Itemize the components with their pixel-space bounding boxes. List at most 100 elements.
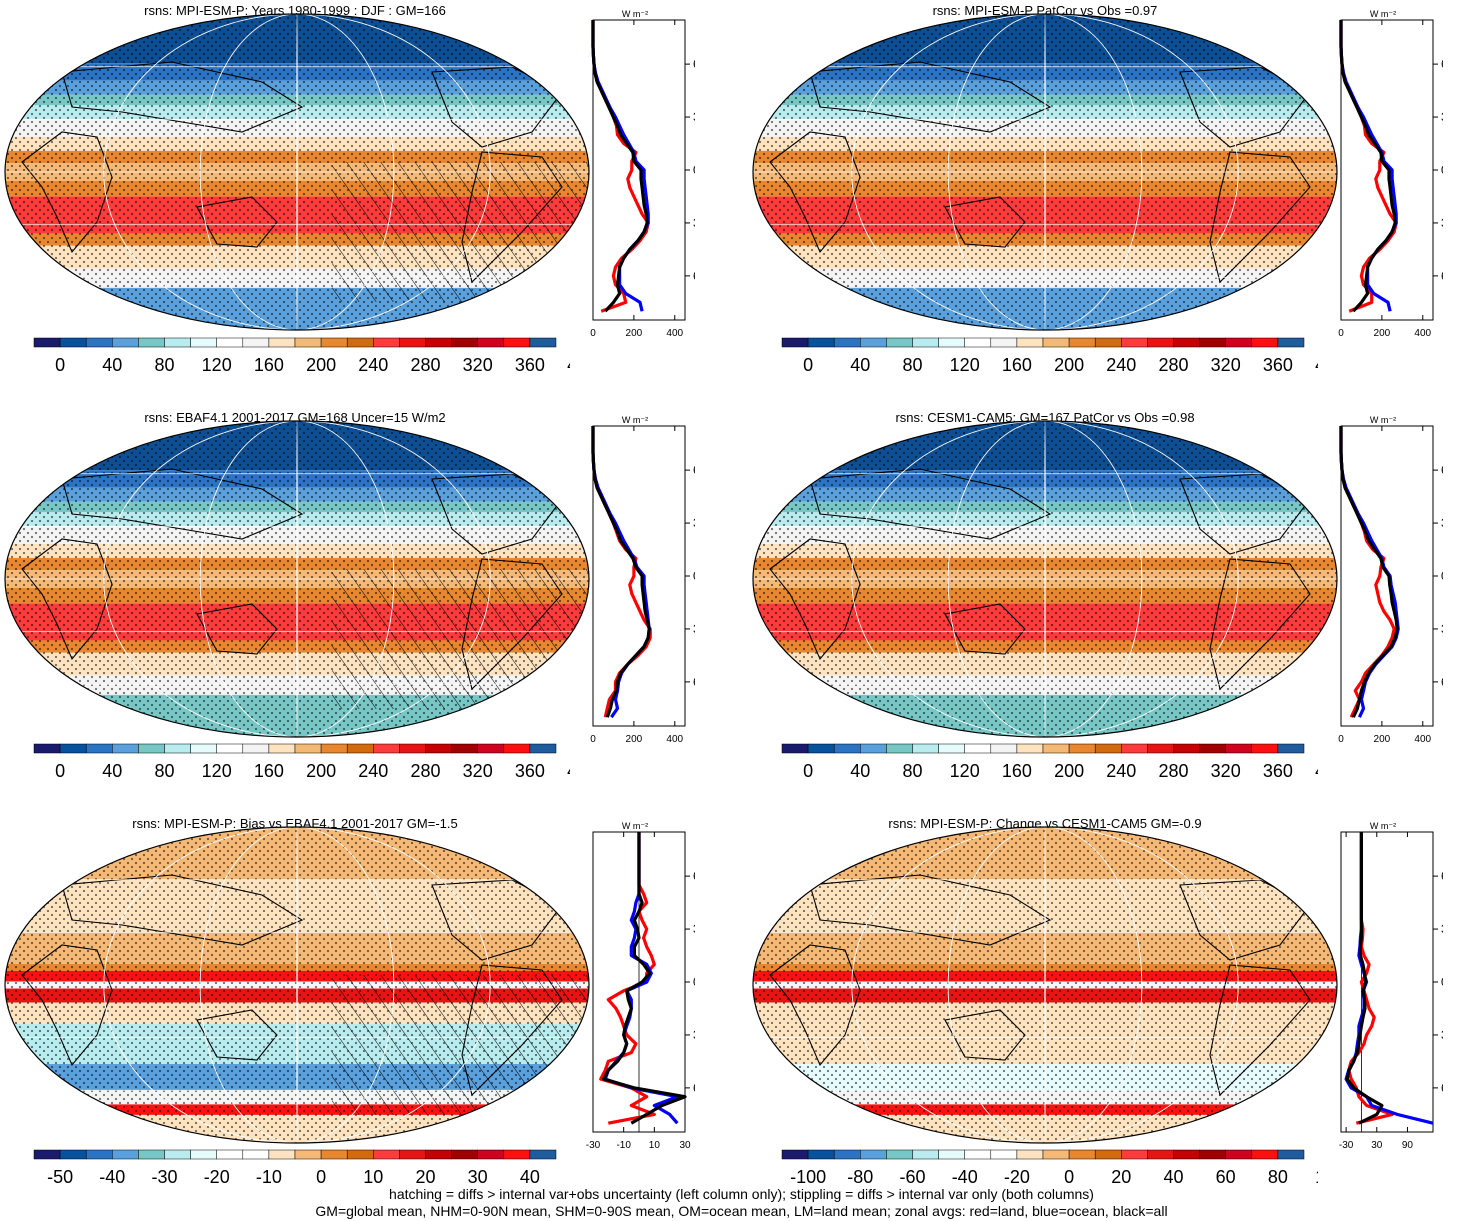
colorbar-swatch [781,743,809,754]
colorbar-swatch [529,1149,557,1160]
graticule-lon [199,421,395,737]
lat-tick-label: 60N [693,57,695,71]
colorbar-swatch [320,337,348,348]
lat-tick-label: 30S [1441,1028,1443,1042]
lat-tick-label: 0 [1441,975,1443,989]
colorbar-label: 160 [1002,761,1032,781]
colorbar-label: 280 [1158,355,1188,375]
colorbar-swatch [1173,1149,1200,1160]
zonal-unit-label: W m⁻² [1370,821,1396,831]
colorbar-swatch [59,1149,87,1160]
zonal-line-all [602,832,687,1125]
colorbar-label: 120 [202,761,232,781]
colorbar-label: 400 [1315,761,1318,781]
colorbar-swatch [1277,743,1305,754]
colorbar-swatch [33,1149,61,1160]
graticule-lon [1044,14,1046,330]
colorbar-label: 360 [1263,761,1293,781]
lat-tick-label: 60S [693,1081,695,1095]
value-tick-label: 400 [1414,734,1431,745]
graticule-lon [947,827,1143,1143]
lat-tick-label: 30N [693,922,695,936]
colorbar-label: -80 [847,1167,873,1187]
colorbar-swatch [112,743,139,754]
colorbar-swatch [242,743,270,754]
graticule-lon [851,14,1239,330]
value-tick-label: 400 [666,734,683,745]
zonal-mean-panel-2: W m⁻² 60N 30N 0 30S 60S 0 200 400 [1338,9,1443,339]
colorbar-swatch [938,337,965,348]
colorbar-swatch [425,337,452,348]
value-tick-label: 0 [1338,734,1344,745]
graticule-lon [851,421,1239,737]
lat-tick-label: 60N [693,463,695,477]
colorbar-panel-3: 0 40 80 120 160 200 240 280 320 360 400 [33,743,570,781]
graticule-lon [103,421,491,737]
lat-tick-label: 30N [1441,516,1443,530]
zonal-unit-label: W m⁻² [622,415,648,425]
colorbar-label: 40 [850,355,870,375]
colorbar-label: 40 [850,761,870,781]
colorbar-label: 400 [1315,355,1318,375]
colorbar-swatch [268,1149,296,1160]
lat-tick-label: 60N [693,869,695,883]
hatching [332,569,589,709]
lat-tick-label: 30N [1441,922,1443,936]
colorbar-swatch [346,1149,374,1160]
value-tick-label: 200 [626,328,643,339]
colorbar-swatch [1094,743,1122,754]
colorbar-swatch [1068,337,1096,348]
graticule-lon [199,14,395,330]
value-tick-label: -30 [1339,1140,1354,1151]
colorbar-label: 320 [463,355,493,375]
colorbar-label: 240 [358,355,388,375]
colorbar-panel-5: -50-40-30-20-1001020304050 [33,1149,557,1187]
colorbar-swatch [425,743,452,754]
colorbar-swatch [294,743,322,754]
colorbar-swatch [451,337,478,348]
colorbar-swatch [216,743,244,754]
colorbar-swatch [990,1149,1018,1160]
colorbar-swatch [294,1149,322,1160]
colorbar-swatch [781,1149,809,1160]
colorbar-swatch [320,1149,348,1160]
colorbar-swatch [860,743,887,754]
lat-tick-label: 60S [693,675,695,689]
panel-title: rsns: CESM1-CAM5: GM=167 PatCor vs Obs =… [895,410,1195,425]
colorbar-swatch [529,337,557,348]
colorbar-swatch [503,743,531,754]
colorbar-swatch [964,743,992,754]
value-tick-label: 90 [1402,1140,1414,1151]
colorbar-label: 0 [803,355,813,375]
zonal-mean-panel-5: W m⁻² 60N 30N 0 30S 60S -30 -10 10 30 [586,821,695,1151]
colorbar-label: 280 [410,761,440,781]
colorbar-swatch [1121,337,1148,348]
colorbar-label: 200 [1054,761,1084,781]
map-border [4,826,590,1144]
colorbar-swatch [990,337,1018,348]
colorbar-swatch [1173,743,1200,754]
graticule-lon [103,827,491,1143]
colorbar-swatch [833,743,861,754]
value-tick-label: 0 [1338,328,1344,339]
lat-tick-label: 0 [1441,569,1443,583]
value-tick-label: 0 [590,734,596,745]
lat-tick-label: 0 [693,163,695,177]
lat-tick-label: 30S [693,1028,695,1042]
zonal-line-all [1345,832,1384,1125]
colorbar-swatch [242,1149,270,1160]
zonal-line-all [591,426,651,718]
colorbar-label: -40 [952,1167,978,1187]
colorbar-swatch [1277,1149,1305,1160]
lat-tick-label: 30S [1441,216,1443,230]
colorbar-swatch [503,337,531,348]
colorbar-label: -50 [47,1167,73,1187]
map-border [4,13,590,331]
map-border [752,826,1338,1144]
colorbar-label: -100 [790,1167,826,1187]
colorbar-swatch [833,1149,861,1160]
footer-note: hatching = diffs > internal var+obs unce… [0,1186,1483,1220]
zonal-line-ocean [1344,832,1434,1125]
value-tick-label: 30 [679,1140,691,1151]
zonal-frame [592,425,686,727]
